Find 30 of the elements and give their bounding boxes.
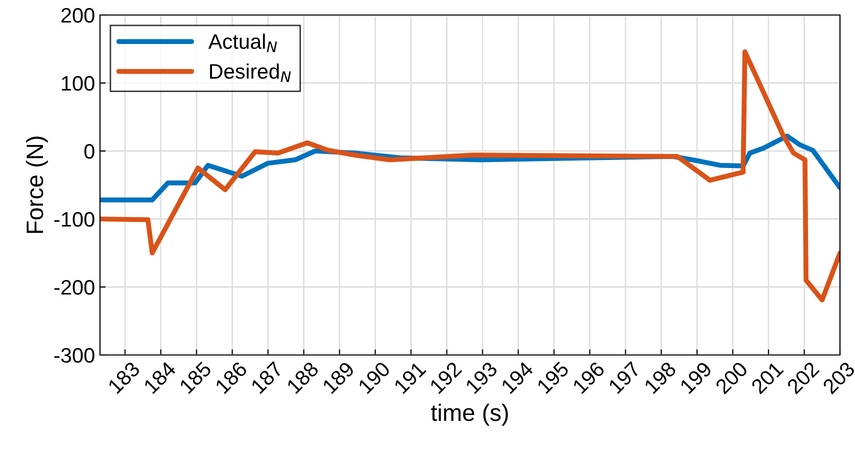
- x-tick-label: 201: [750, 360, 784, 395]
- x-tick-label: 202: [786, 360, 820, 395]
- x-tick-label: 193: [464, 360, 498, 394]
- x-tick-label: 191: [393, 360, 427, 394]
- x-tick-label: 194: [500, 360, 534, 394]
- x-tick-label: 188: [286, 360, 320, 394]
- y-tick-label: 100: [62, 76, 94, 91]
- x-tick-label: 197: [608, 360, 642, 394]
- y-tick-label: -100: [54, 212, 94, 227]
- x-tick-label: 192: [429, 360, 462, 394]
- x-axis-title: time (s): [431, 404, 508, 426]
- x-tick-label: 189: [322, 360, 356, 394]
- y-tick-label: 200: [61, 8, 94, 23]
- y-tick-label: 0: [84, 144, 94, 159]
- x-tick-label: 199: [679, 360, 713, 394]
- legend-label: Actual$_{N}$: [208, 34, 277, 52]
- x-tick-label: 185: [178, 360, 212, 394]
- x-tick-label: 184: [143, 360, 177, 394]
- x-tick-label: 196: [572, 360, 606, 394]
- x-tick-label: 200: [714, 360, 748, 395]
- x-tick-label: 183: [107, 360, 141, 394]
- legend-label: Desired$_{N}$: [210, 63, 291, 82]
- x-tick-label: 187: [250, 360, 284, 394]
- y-tick-label: -200: [54, 280, 94, 295]
- x-tick-label: 190: [358, 360, 391, 394]
- y-tick-label: -300: [54, 348, 94, 363]
- x-tick-label: 195: [536, 360, 570, 394]
- x-tick-label: 198: [644, 360, 677, 394]
- y-axis-title: Force (N): [26, 136, 48, 233]
- x-tick-label: 186: [214, 360, 248, 394]
